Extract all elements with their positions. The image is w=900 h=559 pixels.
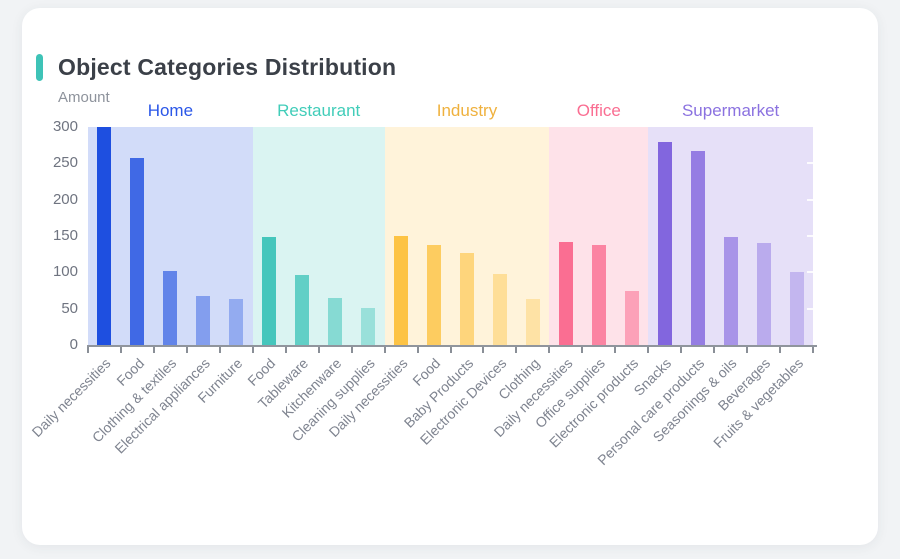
bar-industry-4[interactable] <box>492 273 507 345</box>
bar-industry-3[interactable] <box>459 253 474 345</box>
x-axis-tick <box>581 347 584 353</box>
x-axis-tick <box>350 347 353 353</box>
bar-office-2[interactable] <box>591 244 606 345</box>
x-axis-tick <box>251 347 254 353</box>
x-axis-tick <box>713 347 716 353</box>
bar-supermarket-3[interactable] <box>723 237 738 345</box>
x-axis-tick <box>680 347 683 353</box>
y-tick-label: 150 <box>52 227 78 244</box>
bar-home-1[interactable] <box>97 127 112 345</box>
y-tick-label: 300 <box>52 118 78 135</box>
bar-restaurant-3[interactable] <box>328 297 343 345</box>
y-axis-title: Amount <box>58 89 110 106</box>
bar-home-2[interactable] <box>130 158 145 345</box>
group-label-home: Home <box>147 101 194 120</box>
right-axis-tick <box>807 307 813 310</box>
bar-office-3[interactable] <box>624 290 639 345</box>
y-tick-label: 250 <box>52 154 78 172</box>
x-axis-tick <box>185 347 188 353</box>
x-axis-tick <box>482 347 485 353</box>
bar-industry-5[interactable] <box>525 299 540 345</box>
y-tick-label: 200 <box>52 190 78 208</box>
bar-supermarket-4[interactable] <box>756 243 771 345</box>
x-axis-tick <box>416 347 419 353</box>
x-axis-tick <box>284 347 287 353</box>
group-label-office: Office <box>576 101 621 120</box>
chart-card: Object Categories Distribution Amount Ho… <box>22 8 878 545</box>
right-axis-tick <box>807 271 813 274</box>
bar-restaurant-2[interactable] <box>295 274 310 345</box>
x-axis-tick <box>119 347 122 353</box>
group-label-supermarket: Supermarket <box>681 101 780 120</box>
bar-office-1[interactable] <box>558 241 573 345</box>
right-axis-tick <box>807 198 813 201</box>
x-axis-line <box>87 345 817 347</box>
bar-home-5[interactable] <box>229 299 244 345</box>
bar-supermarket-1[interactable] <box>657 141 672 345</box>
x-axis-tick <box>548 347 551 353</box>
y-tick-label: 0 <box>69 336 78 353</box>
bar-industry-1[interactable] <box>394 236 409 345</box>
right-axis-tick <box>807 162 813 165</box>
chart-plot-area: Home Daily necessities Food Clothing & text… <box>29 102 817 468</box>
group-label-restaurant: Restaurant <box>277 101 361 120</box>
chart-title: Object Categories Distribution <box>58 54 397 80</box>
x-axis-tick <box>746 347 749 353</box>
y-tick-label: 100 <box>52 263 78 281</box>
chart-header: Object Categories Distribution <box>36 54 396 81</box>
x-axis-tick <box>449 347 452 353</box>
x-axis-tick <box>647 347 650 353</box>
x-axis-tick <box>218 347 221 353</box>
x-axis-tick <box>614 347 617 353</box>
x-axis-tick <box>779 347 782 353</box>
x-axis-tick <box>317 347 320 353</box>
bar-supermarket-2[interactable] <box>690 150 705 345</box>
x-axis-tick <box>515 347 518 353</box>
title-accent-bar <box>36 54 43 81</box>
x-axis-tick <box>383 347 386 353</box>
group-label-industry: Industry <box>436 101 498 120</box>
x-axis-tick <box>812 347 814 353</box>
bar-restaurant-1[interactable] <box>262 237 277 345</box>
bar-restaurant-4[interactable] <box>361 307 376 345</box>
bar-home-4[interactable] <box>196 295 211 345</box>
bar-industry-2[interactable] <box>427 244 442 345</box>
x-axis-tick <box>87 347 89 353</box>
right-axis-tick <box>807 235 813 237</box>
bar-supermarket-5[interactable] <box>789 272 804 345</box>
x-axis-tick <box>152 347 155 353</box>
bar-home-3[interactable] <box>163 270 178 345</box>
y-tick-label: 50 <box>61 299 78 317</box>
